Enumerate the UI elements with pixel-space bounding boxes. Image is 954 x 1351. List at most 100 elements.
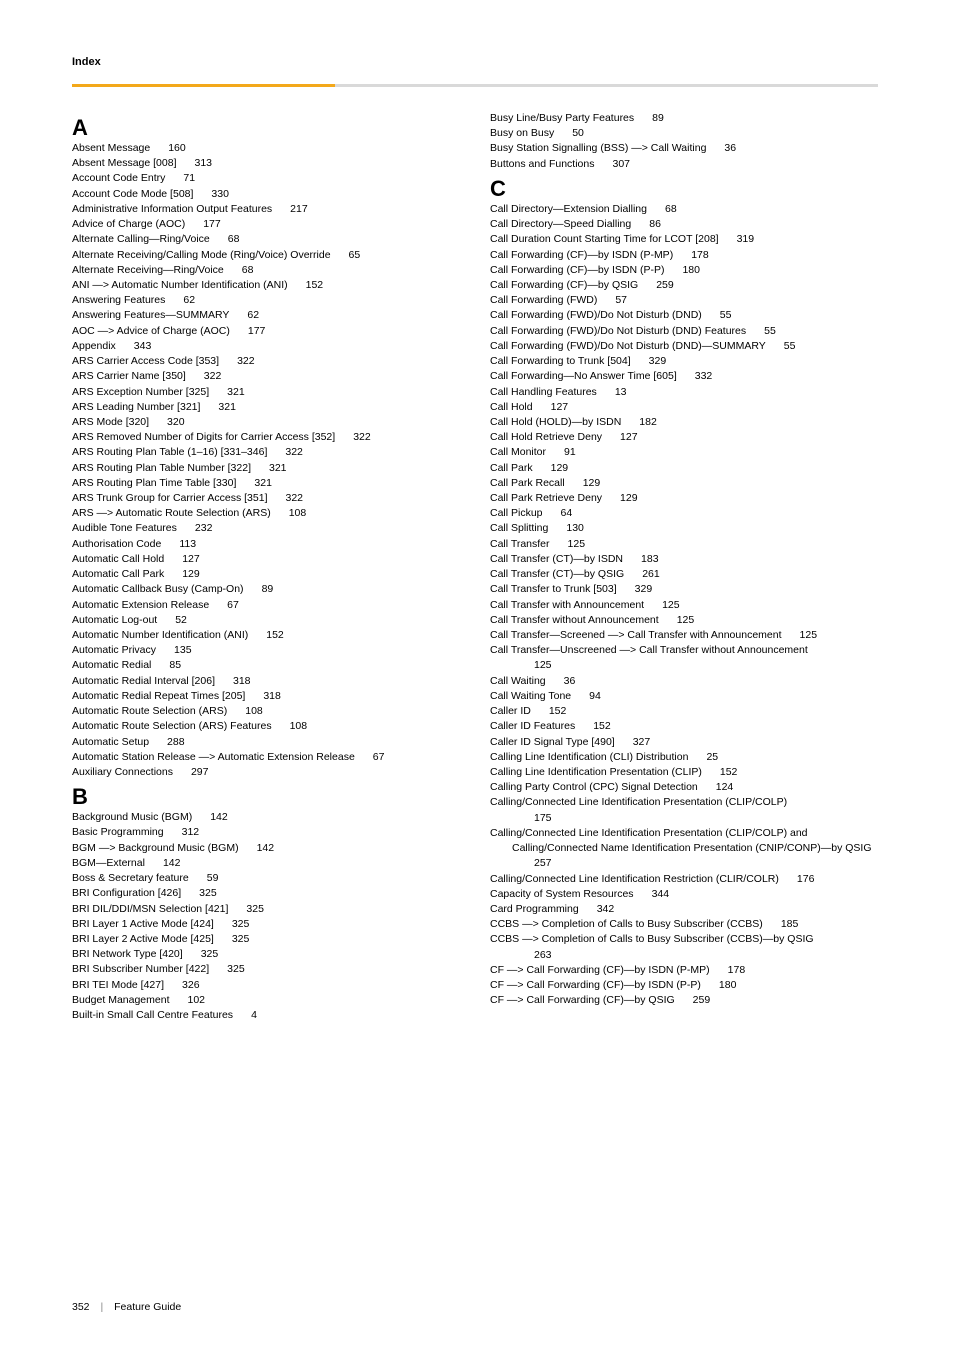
index-entry: CF —> Call Forwarding (CF)—by ISDN (P-P)… [490, 978, 882, 993]
entry-page: 142 [257, 842, 275, 854]
entry-page: 152 [720, 766, 738, 778]
entry-text: ARS Exception Number [325] [72, 386, 209, 398]
entry-text: Authorisation Code [72, 538, 161, 550]
index-columns: AAbsent Message160Absent Message [008]31… [72, 111, 882, 1023]
entry-page: 124 [716, 781, 734, 793]
entry-page: 259 [693, 994, 711, 1006]
index-entry: Caller ID Features152 [490, 719, 882, 734]
entry-text: Account Code Mode [508] [72, 188, 193, 200]
index-entry: Call Forwarding—No Answer Time [605]332 [490, 369, 882, 384]
entry-page: 135 [174, 644, 192, 656]
entry-text: Call Transfer (CT)—by ISDN [490, 553, 623, 565]
index-entry: CF —> Call Forwarding (CF)—by QSIG259 [490, 993, 882, 1008]
entry-page: 85 [169, 659, 181, 671]
entry-text: Auxiliary Connections [72, 766, 173, 778]
entry-text: Call Park [490, 462, 533, 474]
index-entry: Automatic Call Hold127 [72, 552, 464, 567]
entry-text: BGM—External [72, 857, 145, 869]
entry-text: Call Transfer—Unscreened —> Call Transfe… [490, 644, 808, 656]
entry-text: CF —> Call Forwarding (CF)—by ISDN (P-P) [490, 979, 701, 991]
entry-page: 125 [662, 599, 680, 611]
index-entry: Busy Line/Busy Party Features89 [490, 111, 882, 126]
entry-page: 62 [183, 294, 195, 306]
index-entry: Call Directory—Speed Dialling 86 [490, 217, 882, 232]
entry-text: Call Transfer to Trunk [503] [490, 583, 617, 595]
entry-page: 325 [227, 963, 245, 975]
entry-text: Call Hold [490, 401, 533, 413]
entry-text: Call Transfer [490, 538, 550, 550]
entry-page: 307 [612, 158, 630, 170]
entry-text: Automatic Setup [72, 736, 149, 748]
entry-page: 259 [656, 279, 674, 291]
index-entry: Buttons and Functions 307 [490, 157, 882, 172]
entry-text: Calling/Connected Line Identification Pr… [490, 827, 872, 854]
entry-page: 297 [191, 766, 209, 778]
entry-text: Call Forwarding to Trunk [504] [490, 355, 631, 367]
index-entry: Call Handling Features13 [490, 385, 882, 400]
entry-page: 36 [564, 675, 576, 687]
entry-text: Call Duration Count Starting Time for LC… [490, 233, 719, 245]
entry-text: Automatic Route Selection (ARS) Features [72, 720, 272, 732]
entry-page: 261 [642, 568, 660, 580]
index-entry: Call Park129 [490, 461, 882, 476]
index-entry: Card Programming342 [490, 902, 882, 917]
index-entry: Answering Features—SUMMARY62 [72, 308, 464, 323]
entry-text: BRI Configuration [426] [72, 887, 181, 899]
entry-page: 89 [262, 583, 274, 595]
index-entry: Call Forwarding (CF)—by ISDN (P-P)180 [490, 263, 882, 278]
entry-text: Automatic Route Selection (ARS) [72, 705, 227, 717]
entry-text: CCBS —> Completion of Calls to Busy Subs… [490, 933, 814, 945]
entry-page: 321 [254, 477, 272, 489]
entry-page: 178 [691, 249, 709, 261]
entry-text: Automatic Number Identification (ANI) [72, 629, 248, 641]
entry-page: 177 [248, 325, 266, 337]
entry-page: 326 [182, 979, 200, 991]
entry-page: 86 [649, 218, 661, 230]
index-entry: BRI Configuration [426]325 [72, 886, 464, 901]
index-entry: Advice of Charge (AOC)177 [72, 217, 464, 232]
entry-text: Busy on Busy [490, 127, 554, 139]
index-entry: Automatic Redial Repeat Times [205]318 [72, 689, 464, 704]
entry-text: Caller ID [490, 705, 531, 717]
entry-text: ARS Removed Number of Digits for Carrier… [72, 431, 335, 443]
index-entry: AOC —> Advice of Charge (AOC) 177 [72, 324, 464, 339]
entry-page: 59 [207, 872, 219, 884]
index-entry: ARS Routing Plan Table (1–16) [331–346]3… [72, 445, 464, 460]
entry-page: 129 [620, 492, 638, 504]
entry-text: Call Forwarding—No Answer Time [605] [490, 370, 677, 382]
index-entry: BGM—External142 [72, 856, 464, 871]
entry-text: BRI TEI Mode [427] [72, 979, 164, 991]
entry-text: ARS Routing Plan Table (1–16) [331–346] [72, 446, 267, 458]
entry-page: 177 [203, 218, 221, 230]
entry-text: Calling Line Identification (CLI) Distri… [490, 751, 688, 763]
entry-text: Call Directory—Speed Dialling [490, 218, 631, 230]
entry-page: 232 [195, 522, 213, 534]
entry-text: Buttons and Functions [490, 158, 594, 170]
entry-page: 68 [242, 264, 254, 276]
entry-text: Absent Message [008] [72, 157, 176, 169]
left-column: AAbsent Message160Absent Message [008]31… [72, 111, 464, 1023]
entry-text: AOC —> Advice of Charge (AOC) [72, 325, 230, 337]
entry-page: 263 [512, 949, 552, 961]
entry-text: Basic Programming [72, 826, 164, 838]
entry-page: 125 [568, 538, 586, 550]
entry-page: 185 [781, 918, 799, 930]
index-entry: Alternate Receiving—Ring/Voice68 [72, 263, 464, 278]
entry-text: Call Park Recall [490, 477, 565, 489]
entry-page: 344 [652, 888, 670, 900]
entry-text: Call Directory—Extension Dialling [490, 203, 647, 215]
section-letter: C [490, 178, 882, 200]
index-entry: Calling/Connected Line Identification Pr… [490, 795, 882, 825]
entry-page: 182 [639, 416, 657, 428]
entry-text: Busy Line/Busy Party Features [490, 112, 634, 124]
entry-page: 68 [665, 203, 677, 215]
index-entry: ARS Leading Number [321]321 [72, 400, 464, 415]
entry-page: 127 [620, 431, 638, 443]
section-letter: A [72, 117, 464, 139]
entry-text: CF —> Call Forwarding (CF)—by ISDN (P-MP… [490, 964, 710, 976]
entry-page: 180 [719, 979, 737, 991]
index-entry: Call Forwarding (FWD)57 [490, 293, 882, 308]
index-entry: ANI —> Automatic Number Identification (… [72, 278, 464, 293]
entry-text: Call Transfer without Announcement [490, 614, 659, 626]
entry-text: Alternate Receiving/Calling Mode (Ring/V… [72, 249, 331, 261]
